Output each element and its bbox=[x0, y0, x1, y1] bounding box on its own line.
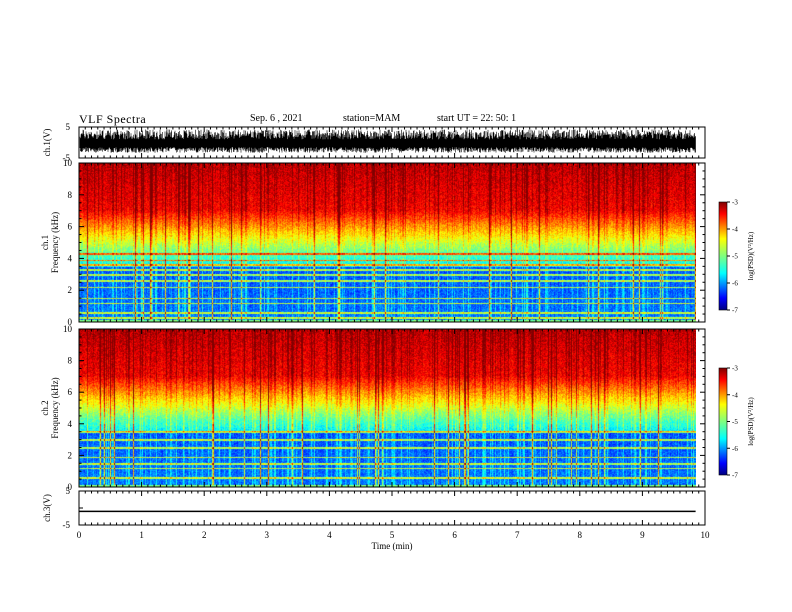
ch1-ylabel: ch.1(V) bbox=[42, 129, 52, 157]
x-tick-label: 6 bbox=[452, 530, 457, 540]
y-axis-label: ch.1 bbox=[40, 235, 50, 250]
x-tick-label: 3 bbox=[265, 530, 270, 540]
x-axis-label: Time (min) bbox=[372, 541, 413, 551]
y-axis-label: ch.3(V) bbox=[42, 494, 52, 522]
colorbar-label-text: log(PSD)(V²/Hz) bbox=[747, 397, 755, 446]
spectrogram-ylabel: ch.2 Frequency (kHz) bbox=[40, 377, 60, 438]
x-tick-label: 0 bbox=[77, 530, 82, 540]
x-tick-label: 1 bbox=[139, 530, 144, 540]
colorbar-tick-label: -7 bbox=[732, 307, 738, 315]
spectrogram-ylabel: ch.1 Frequency (kHz) bbox=[40, 212, 60, 273]
date-label: Sep. 6 , 2021 bbox=[250, 113, 303, 124]
ch3-waveform-frame bbox=[78, 490, 706, 526]
x-tick-label: 9 bbox=[640, 530, 645, 540]
colorbar-label-text: log(PSD)(V²/Hz) bbox=[747, 231, 755, 280]
figure-title: VLF Spectra bbox=[79, 112, 147, 126]
colorbar-tick-label: -6 bbox=[732, 445, 738, 453]
y-axis-label: ch.1(V) bbox=[42, 129, 52, 157]
y-tick-label: 0 bbox=[68, 482, 73, 492]
spectrogram-image-spectrogram-ch1 bbox=[79, 163, 696, 322]
colorbar-tick-label: -5 bbox=[732, 253, 738, 261]
y-axis-label: Frequency (kHz) bbox=[50, 377, 60, 438]
ch1-waveform-trace bbox=[79, 129, 696, 153]
y-tick-label: 4 bbox=[68, 419, 73, 429]
colorbar-tick-label: -3 bbox=[732, 365, 738, 373]
y-axis-label: ch.2 bbox=[40, 400, 50, 415]
y-tick-label: 6 bbox=[68, 387, 73, 397]
colorbar-tick-label: -4 bbox=[732, 391, 738, 399]
y-tick-label: 5 bbox=[66, 122, 71, 132]
x-tick-label: 5 bbox=[390, 530, 395, 540]
y-tick-label: -5 bbox=[63, 153, 71, 163]
x-tick-label: 10 bbox=[701, 530, 711, 540]
ch3-ylabel: ch.3(V) bbox=[42, 494, 52, 522]
y-tick-label: 6 bbox=[68, 222, 73, 232]
colorbar bbox=[718, 201, 728, 311]
spectrogram-image-spectrogram-ch2 bbox=[79, 329, 696, 487]
colorbar bbox=[718, 367, 728, 476]
colorbar-tick-label: -7 bbox=[732, 472, 738, 480]
colorbar-tick-label: -6 bbox=[732, 280, 738, 288]
y-tick-label: 2 bbox=[68, 450, 73, 460]
start-time-label: start UT = 22: 50: 1 bbox=[437, 113, 517, 124]
y-tick-label: 2 bbox=[68, 285, 73, 295]
y-tick-label: 4 bbox=[68, 253, 73, 263]
colorbar-tick-label: -4 bbox=[732, 226, 738, 234]
colorbar-tick-label: -3 bbox=[732, 199, 738, 207]
x-tick-label: 2 bbox=[202, 530, 207, 540]
y-tick-label: 0 bbox=[68, 317, 73, 327]
y-tick-label: 5 bbox=[66, 486, 71, 496]
y-tick-label: 8 bbox=[68, 190, 73, 200]
y-tick-label: 8 bbox=[68, 356, 73, 366]
x-tick-label: 8 bbox=[578, 530, 583, 540]
y-tick-label: 10 bbox=[63, 158, 73, 168]
colorbar-label: log(PSD)(V²/Hz) bbox=[747, 231, 755, 280]
colorbar-label: log(PSD)(V²/Hz) bbox=[747, 397, 755, 446]
x-tick-label: 4 bbox=[327, 530, 332, 540]
y-tick-label: 10 bbox=[63, 324, 73, 334]
station-label: station=MAM bbox=[343, 113, 401, 124]
x-tick-label: 7 bbox=[515, 530, 520, 540]
colorbar-tick-label: -5 bbox=[732, 418, 738, 426]
y-tick-label: -5 bbox=[63, 520, 71, 530]
y-axis-label: Frequency (kHz) bbox=[50, 212, 60, 273]
